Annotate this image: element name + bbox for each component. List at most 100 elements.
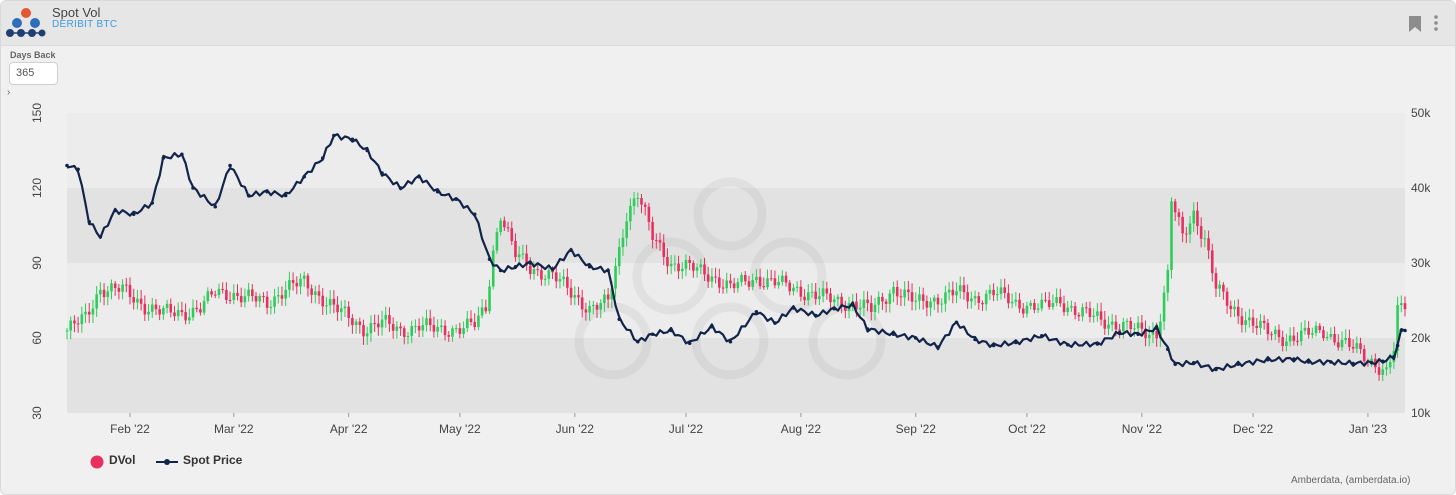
- dvol-candle: [210, 291, 213, 295]
- spot-price-point: [1014, 340, 1018, 345]
- dvol-candle: [536, 269, 540, 271]
- spot-price-point: [710, 324, 714, 329]
- dvol-candle: [606, 294, 610, 300]
- dvol-candle: [1033, 303, 1036, 310]
- dvol-candle: [399, 326, 402, 329]
- grid-band: [67, 188, 1405, 263]
- dvol-candle: [1018, 299, 1021, 309]
- dvol-candle: [1322, 330, 1325, 339]
- dvol-candle: [1318, 325, 1322, 331]
- dvol-candle: [769, 278, 773, 280]
- panel-subtitle[interactable]: DERIBIT BTC: [52, 19, 118, 30]
- dvol-candle: [1185, 233, 1188, 235]
- dvol-candle: [858, 307, 862, 310]
- dvol-candle: [247, 289, 250, 297]
- left-tick-label: 60: [30, 331, 44, 345]
- dvol-candle: [1333, 334, 1336, 343]
- dvol-candle: [495, 232, 499, 251]
- dvol-candle: [1214, 273, 1218, 289]
- x-tick-label: Jun '22: [556, 422, 595, 436]
- spot-price-point: [180, 152, 184, 157]
- dvol-candle: [1381, 369, 1385, 375]
- dvol-candle: [506, 227, 510, 229]
- more-menu-icon[interactable]: [1433, 13, 1439, 33]
- dvol-candle: [907, 289, 910, 293]
- dvol-candle: [199, 309, 202, 313]
- spot-price-point: [813, 313, 818, 318]
- spot-price-point: [246, 193, 251, 198]
- dvol-candle: [262, 296, 265, 298]
- dvol-candle: [1344, 338, 1347, 341]
- dvol-candle: [95, 294, 98, 309]
- dvol-candle: [532, 269, 536, 275]
- legend-dvol[interactable]: DVol: [109, 453, 136, 467]
- dvol-candle: [1173, 201, 1177, 213]
- spot-price-point: [973, 337, 977, 342]
- dvol-candle: [1166, 269, 1170, 293]
- dvol-candle: [925, 300, 929, 308]
- dvol-candle: [421, 325, 425, 331]
- dvol-candle: [603, 294, 606, 304]
- dvol-candle: [1229, 305, 1233, 310]
- dvol-candle: [592, 304, 595, 307]
- dvol-candle: [710, 276, 714, 282]
- dvol-candle: [1066, 307, 1070, 313]
- spot-price-point: [1392, 354, 1396, 359]
- dvol-candle: [617, 247, 621, 267]
- dvol-candle: [206, 291, 210, 302]
- dvol-candle: [1355, 343, 1359, 349]
- dvol-candle: [1240, 316, 1244, 325]
- dvol-candle: [314, 291, 317, 295]
- dvol-candle: [777, 281, 780, 286]
- bookmark-icon[interactable]: [1408, 15, 1422, 33]
- dvol-candle: [69, 320, 73, 331]
- dvol-candle: [121, 284, 124, 292]
- spot-price-point: [320, 156, 325, 160]
- dvol-candle: [799, 286, 803, 297]
- dvol-candle: [1281, 337, 1284, 346]
- dvol-candle: [1277, 329, 1281, 338]
- dvol-candle: [432, 325, 436, 332]
- dvol-candle: [866, 299, 869, 304]
- spot-price-point: [891, 332, 896, 337]
- chevron-right-icon[interactable]: ›: [7, 87, 11, 98]
- dvol-candle: [981, 302, 984, 305]
- dvol-candle: [217, 288, 221, 296]
- dvol-candle: [577, 295, 580, 298]
- x-tick-label: Aug '22: [781, 422, 822, 436]
- dvol-candle: [832, 299, 836, 303]
- dvol-candle: [1059, 297, 1062, 304]
- dvol-candle: [150, 304, 154, 312]
- dvol-candle: [1336, 342, 1340, 348]
- dvol-candle: [1325, 336, 1329, 339]
- legend-spot-price[interactable]: Spot Price: [183, 453, 243, 467]
- spot-price-point: [1266, 357, 1270, 362]
- dvol-candle: [680, 268, 684, 272]
- days-back-input[interactable]: 365: [9, 62, 58, 85]
- dvol-candle: [525, 253, 528, 266]
- dvol-candle: [718, 277, 721, 288]
- spot-price-point: [1095, 342, 1100, 346]
- dvol-candle: [125, 284, 128, 286]
- dvol-candle: [417, 325, 421, 331]
- dvol-candle: [406, 335, 410, 337]
- dvol-candle: [158, 309, 161, 315]
- dvol-candle: [1092, 315, 1095, 317]
- dvol-candle: [265, 296, 269, 308]
- dvol-candle: [110, 283, 113, 292]
- dvol-candle: [1136, 322, 1140, 329]
- legend-spot-swatch: [164, 459, 170, 465]
- dvol-candle: [1055, 297, 1058, 304]
- dvol-candle: [269, 306, 273, 308]
- dvol-candle: [176, 310, 180, 317]
- spot-price-point: [528, 261, 533, 265]
- x-tick-label: Nov '22: [1122, 422, 1163, 436]
- dvol-candle: [1110, 321, 1114, 325]
- dvol-candle: [391, 323, 395, 331]
- dvol-candle: [1114, 321, 1118, 330]
- dvol-candle: [447, 335, 451, 337]
- dvol-candle: [239, 295, 243, 303]
- dvol-candle: [543, 278, 547, 280]
- dvol-candle: [1077, 314, 1081, 317]
- dvol-candle: [580, 297, 584, 310]
